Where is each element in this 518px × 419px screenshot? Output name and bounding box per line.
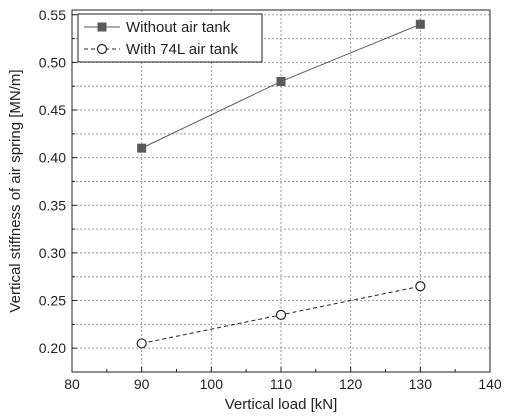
series-1-point bbox=[275, 309, 287, 320]
series-1-point bbox=[415, 281, 426, 292]
y-tick-label: 0.25 bbox=[39, 293, 66, 309]
y-tick-label: 0.35 bbox=[39, 197, 66, 213]
y-tick-label: 0.40 bbox=[39, 150, 66, 166]
ticks-layer: 80 90 100 110 120 130 140 0.20 0.25 0.30 0.35 0.40 0… bbox=[39, 7, 502, 392]
y-tick-label: 0.55 bbox=[39, 7, 66, 23]
legend-swatch-marker-without-air-tank bbox=[97, 22, 107, 32]
series-0-point bbox=[276, 76, 286, 86]
y-tick-label: 0.45 bbox=[39, 102, 66, 118]
x-tick-label: 140 bbox=[478, 376, 502, 392]
x-tick-label: 90 bbox=[134, 376, 150, 392]
y-axis-title: Vertical stiffness of air spring [MN/m] bbox=[7, 69, 24, 312]
series-0-point bbox=[415, 19, 425, 29]
x-tick-label: 80 bbox=[64, 376, 80, 392]
y-tick-label: 0.30 bbox=[39, 245, 66, 261]
legend-marker-shape bbox=[97, 22, 107, 32]
series-0-point bbox=[137, 143, 147, 153]
x-tick-label: 110 bbox=[270, 376, 293, 392]
legend-swatch-marker-with-air-tank bbox=[96, 43, 108, 55]
legend-label-without-air-tank: Without air tank bbox=[126, 19, 231, 36]
y-tick-label: 0.20 bbox=[39, 340, 66, 356]
legend-marker-shape bbox=[96, 43, 108, 55]
y-tick-label: 0.50 bbox=[39, 54, 66, 70]
series-1-point bbox=[136, 338, 147, 349]
x-tick-label: 120 bbox=[339, 376, 363, 392]
x-axis-title: Vertical load [kN] bbox=[225, 396, 338, 413]
x-tick-label: 100 bbox=[200, 376, 224, 392]
legend: Without air tank With 74L air tank bbox=[77, 13, 263, 63]
series-layer bbox=[136, 19, 426, 349]
legend-box bbox=[77, 13, 263, 63]
x-tick-label: 130 bbox=[409, 376, 433, 392]
legend-label-with-air-tank: With 74L air tank bbox=[126, 41, 238, 58]
